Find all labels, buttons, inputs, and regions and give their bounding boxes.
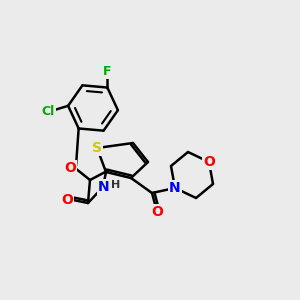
Text: S: S [92,141,102,155]
Text: O: O [64,161,76,175]
Text: O: O [151,205,163,219]
Text: O: O [203,155,215,169]
Text: Cl: Cl [41,105,55,118]
Text: N: N [98,180,110,194]
Text: F: F [103,65,112,78]
Text: H: H [111,180,121,190]
Text: O: O [61,193,73,207]
Text: N: N [169,181,181,195]
